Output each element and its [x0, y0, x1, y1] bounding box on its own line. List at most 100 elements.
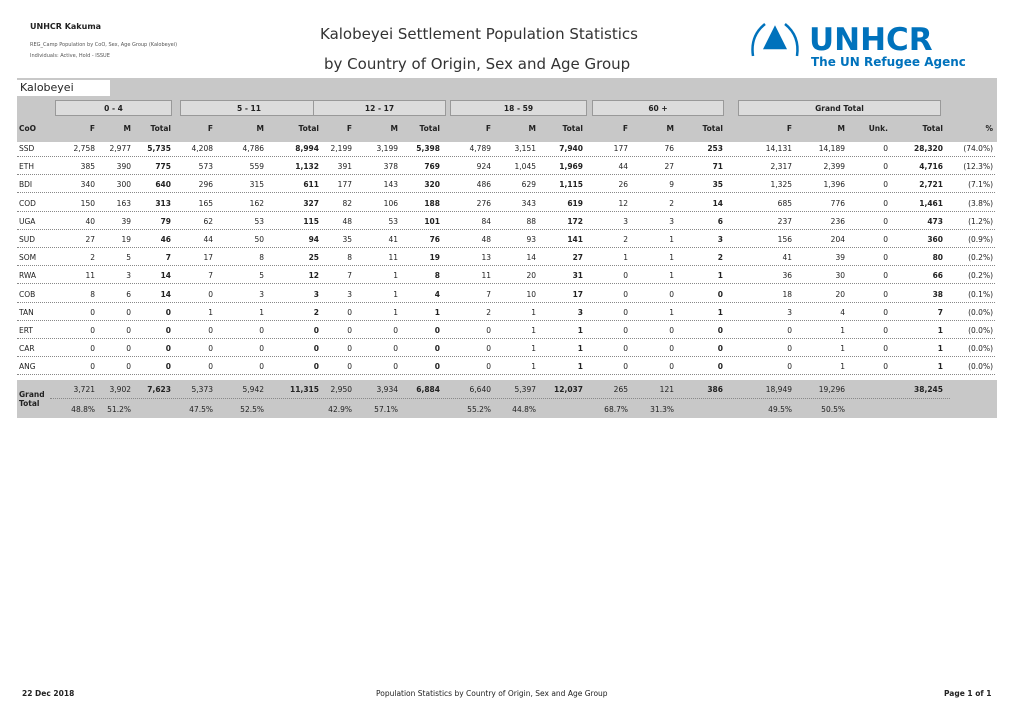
group-header: Grand Total — [738, 100, 941, 116]
column-header: F — [622, 124, 628, 133]
total-percent: 42.9% — [328, 405, 352, 414]
cell: 76 — [664, 144, 674, 153]
cell: 7 — [347, 271, 352, 281]
cell: 4,786 — [242, 144, 264, 153]
country: SUD — [19, 235, 36, 244]
cell: 924 — [476, 162, 491, 172]
column-header: Total — [702, 124, 724, 133]
footer-center: Population Statistics by Country of Orig… — [376, 689, 608, 698]
cell: 1 — [840, 362, 845, 372]
cell: 390 — [116, 162, 131, 172]
cell: 25 — [308, 253, 319, 263]
cell: 3,151 — [514, 144, 536, 153]
cell: 573 — [198, 162, 213, 172]
cell: 0 — [347, 326, 352, 335]
total-percent: 50.5% — [821, 405, 845, 414]
cell: 8 — [259, 253, 264, 263]
cell: 1,325 — [770, 180, 792, 190]
column-header: M — [528, 124, 536, 133]
cell: 5 — [126, 253, 131, 263]
cell: (3.8%) — [968, 198, 993, 208]
cell: 6 — [126, 289, 131, 299]
cell: 2,977 — [109, 144, 131, 153]
cell: 640 — [155, 180, 171, 190]
cell: 629 — [521, 180, 536, 190]
country: ETH — [19, 162, 34, 172]
cell: 2,199 — [330, 144, 352, 153]
cell: 0 — [165, 362, 171, 372]
totals-band — [17, 380, 997, 418]
cell: 1 — [393, 307, 398, 317]
cell: 1 — [577, 326, 583, 335]
cell: 0 — [623, 271, 628, 281]
country: RWA — [19, 271, 37, 281]
cell: 1,396 — [823, 180, 845, 190]
cell: 0 — [883, 326, 888, 335]
cell: 0 — [126, 344, 131, 354]
section: Kalobeyei — [17, 80, 110, 96]
cell: 11 — [85, 271, 95, 281]
cell: 156 — [777, 235, 792, 244]
cell: 14,189 — [818, 144, 845, 153]
cell: 0 — [90, 326, 95, 335]
cell: 340 — [80, 180, 95, 190]
cell: 0 — [883, 198, 888, 208]
column-header: Total — [419, 124, 441, 133]
cell: 313 — [155, 198, 171, 208]
cell: 0 — [669, 326, 674, 335]
cell: 2,317 — [770, 162, 792, 172]
cell: 82 — [342, 198, 352, 208]
cell: 1 — [669, 253, 674, 263]
cell: 391 — [337, 162, 352, 172]
cell: 9 — [669, 180, 674, 190]
cell: 80 — [932, 253, 943, 263]
group-header: 5 - 11 — [180, 100, 318, 116]
cell: 237 — [777, 216, 792, 226]
row-divider — [17, 228, 995, 230]
cell: 71 — [712, 162, 723, 172]
cell: 1 — [393, 271, 398, 281]
cell: 0 — [347, 307, 352, 317]
cell: (0.0%) — [968, 326, 993, 335]
cell: 163 — [116, 198, 131, 208]
cell: 1 — [669, 235, 674, 244]
cell: 1 — [208, 307, 213, 317]
cell: 2 — [313, 307, 319, 317]
cell: 1 — [259, 307, 264, 317]
cell: 0 — [434, 344, 440, 354]
cell: 0 — [90, 307, 95, 317]
cell: 0 — [883, 235, 888, 244]
cell: 0 — [787, 344, 792, 354]
cell: 4 — [840, 307, 845, 317]
cell: 19 — [121, 235, 131, 244]
cell: 0 — [165, 326, 171, 335]
cell: 1 — [669, 307, 674, 317]
cell: 2,721 — [919, 180, 943, 190]
cell: 0 — [393, 326, 398, 335]
cell: 0 — [787, 362, 792, 372]
logo-tagline: The UN Refugee Agency — [811, 55, 965, 69]
cell: 385 — [80, 162, 95, 172]
total-cell: 2,950 — [330, 385, 352, 394]
cell: 93 — [526, 235, 536, 244]
total-cell: 6,640 — [469, 385, 491, 394]
total-percent: 52.5% — [240, 405, 264, 414]
cell: 13 — [481, 253, 491, 263]
cell: 0 — [313, 344, 319, 354]
total-percent: 57.1% — [374, 405, 398, 414]
cell: 20 — [835, 289, 845, 299]
cell: (0.2%) — [968, 271, 993, 281]
cell: 27 — [664, 162, 674, 172]
cell: 12 — [618, 198, 628, 208]
cell: 0 — [883, 162, 888, 172]
cell: 0 — [883, 180, 888, 190]
cell: (0.0%) — [968, 307, 993, 317]
cell: 276 — [476, 198, 491, 208]
cell: 0 — [259, 326, 264, 335]
row-divider — [17, 192, 995, 194]
cell: 0 — [259, 362, 264, 372]
cell: 343 — [521, 198, 536, 208]
country: CAR — [19, 344, 35, 354]
cell: 48 — [481, 235, 491, 244]
